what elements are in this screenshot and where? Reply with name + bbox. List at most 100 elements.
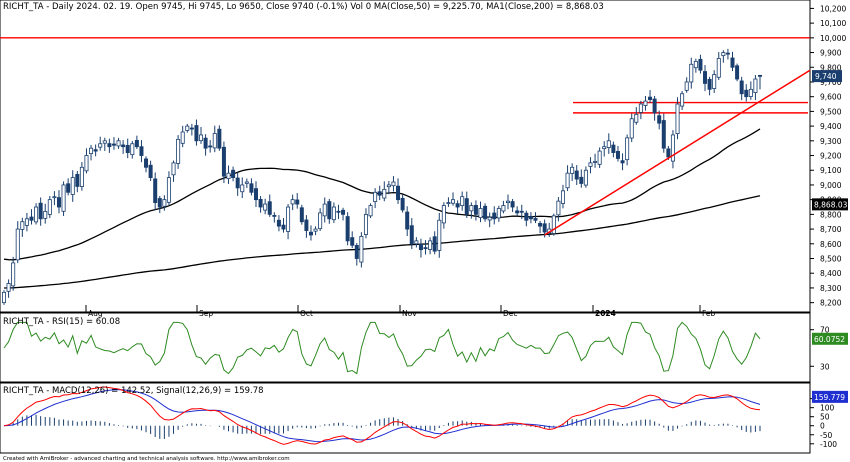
candle-body (253, 188, 258, 201)
price-title: RICHT_TA - Daily 2024. 02. 19. Open 9745… (3, 2, 604, 12)
candle-body (460, 196, 465, 206)
price-tick-label: 10,000 (820, 34, 846, 43)
candle-body (528, 216, 533, 220)
x-tick-label: Feb (702, 309, 716, 318)
candle-body (267, 201, 272, 215)
candle-body (487, 216, 492, 221)
candle-body (52, 196, 57, 199)
candle-body (84, 155, 89, 172)
candle-body (428, 240, 433, 250)
candle-body (93, 149, 98, 152)
candle-body (336, 210, 341, 213)
candle-body (689, 63, 694, 83)
candle-body (308, 231, 313, 236)
candle-body (203, 137, 208, 149)
rsi-line (3, 321, 761, 375)
candle-body (524, 212, 529, 221)
candle-body (116, 140, 121, 147)
price-tick-label: 9,400 (820, 122, 842, 131)
candle-body (735, 65, 740, 80)
candle-body (56, 197, 61, 208)
candle-body (620, 160, 625, 164)
candle-body (556, 200, 561, 216)
horizontal-levels (0, 37, 810, 114)
candle-body (638, 103, 643, 113)
candle-body (47, 199, 52, 215)
candle-body (29, 216, 34, 221)
rsi-value-badge (812, 332, 848, 345)
ma200-label: 8,868.03 (814, 200, 848, 209)
candle-body (313, 228, 318, 232)
x-tick-label: Oct (300, 309, 313, 318)
candle-body (739, 80, 744, 95)
candle-body (703, 71, 708, 84)
candle-body (176, 138, 181, 164)
candle-body (538, 222, 543, 227)
macd-tick-label: 50 (820, 413, 830, 422)
date-x-axis: Aug Sep Oct Nov Dec 2024 Feb (85, 305, 716, 318)
candle-body (304, 219, 309, 231)
candle-body (725, 52, 730, 55)
candle-body (446, 202, 451, 205)
macd-tick-label: 0 (820, 422, 825, 431)
macd-value-label: 159.779 (814, 393, 845, 402)
price-tick-label: 9,700 (820, 78, 842, 87)
candle-body (661, 120, 666, 149)
candle-body (473, 205, 478, 215)
candle-body (423, 247, 428, 250)
candle-body (414, 240, 419, 245)
candle-body (670, 134, 675, 162)
candle-body (66, 183, 71, 193)
candle-body (281, 224, 286, 230)
candle-body (2, 291, 7, 304)
candle-body (707, 78, 712, 90)
price-tick-label: 10,200 (820, 4, 846, 13)
candle-body (354, 245, 359, 259)
candle-body (363, 213, 368, 235)
candle-body (134, 139, 139, 148)
candle-body (505, 200, 510, 204)
candle-body (350, 237, 355, 246)
candle-body (657, 115, 662, 124)
candle-body (89, 147, 94, 155)
candle-body (593, 161, 598, 163)
candle-body (602, 146, 607, 150)
candle-body (533, 218, 538, 221)
candle-body (758, 74, 763, 77)
candle-body (666, 148, 671, 158)
candle-body (432, 236, 437, 252)
macd-line (3, 386, 761, 445)
candle-body (634, 113, 639, 123)
candle-body (515, 210, 520, 214)
candle-body (221, 146, 226, 177)
candle-body (373, 191, 378, 202)
candle-body (70, 177, 75, 195)
candle-body (286, 206, 291, 232)
candle-body (501, 205, 506, 212)
candle-body (606, 140, 611, 148)
last-price-label: 9,740 (815, 72, 837, 81)
candle-body (111, 143, 116, 146)
candle-body (492, 212, 497, 220)
candle-body (680, 93, 685, 107)
candle-body (565, 172, 570, 189)
macd-value-badge (812, 390, 848, 403)
candle-body (753, 78, 758, 93)
candle-body (629, 118, 634, 139)
price-tick-label: 8,300 (820, 284, 842, 293)
candle-body (276, 219, 281, 227)
price-tick-label: 9,000 (820, 181, 842, 190)
candle-body (125, 144, 130, 153)
candle-body (212, 133, 217, 149)
candle-body (75, 173, 80, 187)
price-tick-label: 8,200 (820, 299, 842, 308)
candle-body (98, 143, 103, 148)
ma50-line (3, 128, 761, 261)
candle-body (583, 169, 588, 186)
candle-body (551, 215, 556, 234)
candle-body (643, 100, 648, 106)
candle-body (102, 140, 107, 144)
candle-body (166, 177, 171, 203)
rsi-title: RICHT_TA - RSI(15) = 60.08 (3, 317, 120, 327)
moving-averages (3, 128, 761, 289)
